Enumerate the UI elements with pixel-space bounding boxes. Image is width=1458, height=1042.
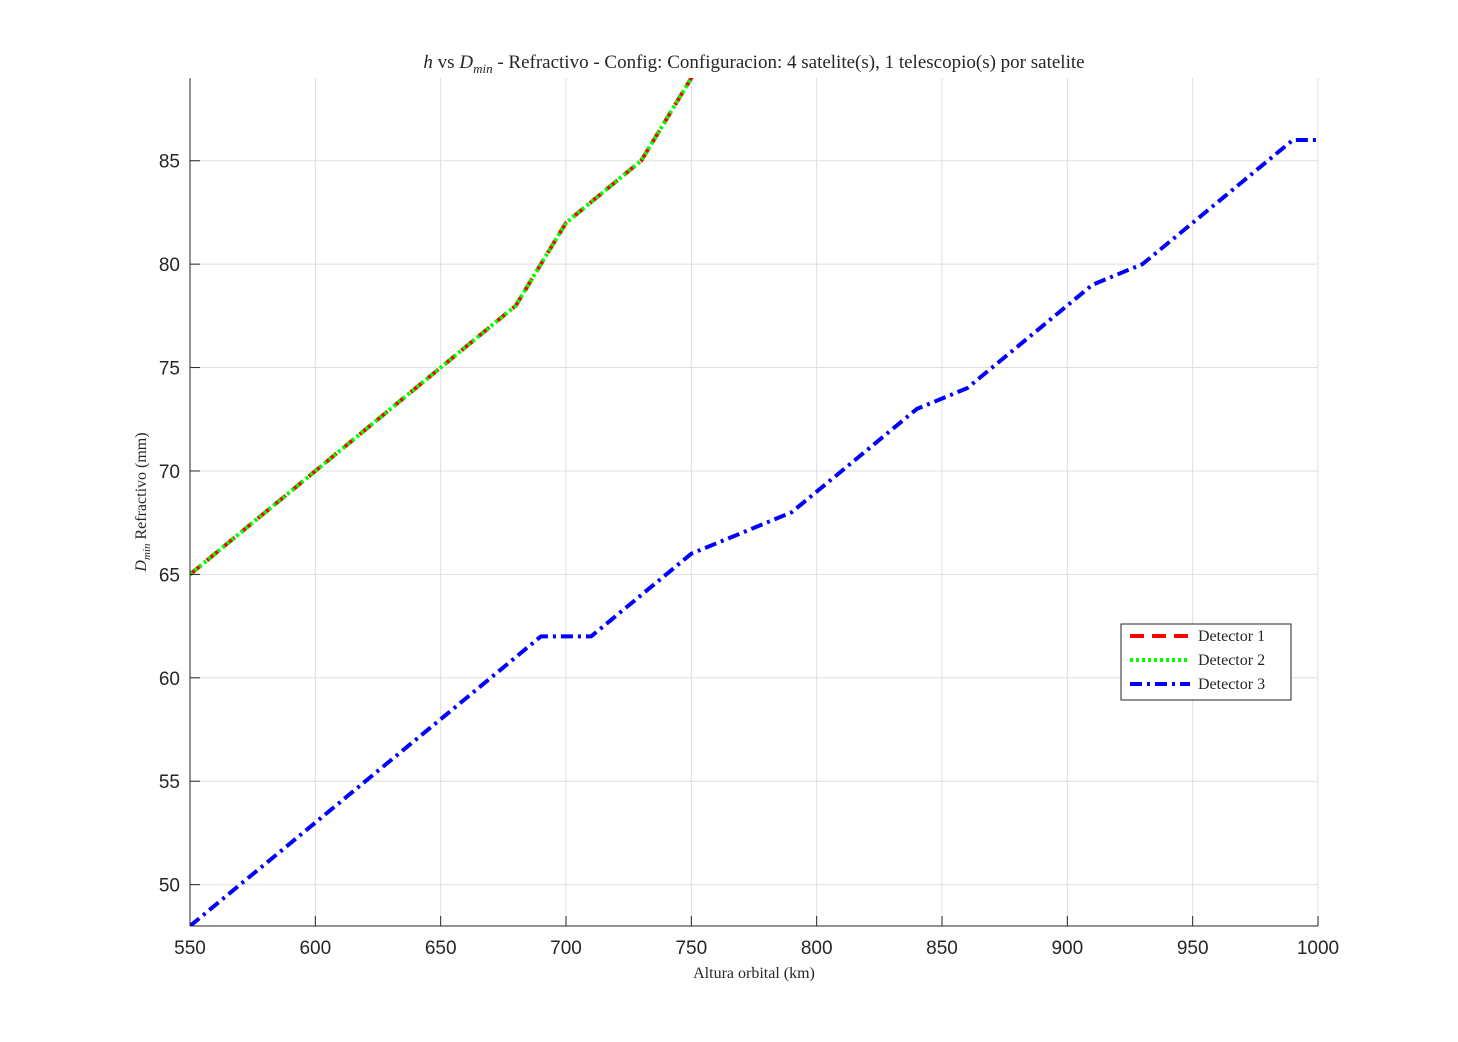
x-tick-label: 700	[550, 938, 582, 959]
x-tick-label: 1000	[1297, 938, 1339, 959]
x-tick-label: 550	[174, 938, 206, 959]
series-layer	[190, 78, 1318, 926]
ticks: 550 600 650 700 750 800 850 900 950 1000 50 55 60 65 7…	[159, 152, 1339, 959]
ylabel-rest: Refractivo (mm)	[133, 432, 150, 543]
y-tick-label: 80	[159, 255, 180, 276]
x-axis-label: Altura orbital (km)	[693, 965, 815, 982]
x-tick-label: 800	[801, 938, 833, 959]
legend-label: Detector 2	[1198, 652, 1265, 669]
y-axis-label: Dmin Refractivo (mm)	[133, 432, 153, 572]
x-tick-label: 650	[425, 938, 457, 959]
title-rest: - Refractivo - Config: Configuracion: 4 …	[493, 52, 1085, 73]
ylabel-d: D	[133, 560, 150, 573]
axes	[189, 78, 1318, 927]
y-tick-label: 70	[159, 462, 180, 483]
y-tick-label: 50	[159, 876, 180, 897]
y-tick-label: 65	[159, 565, 180, 586]
title-vs: vs	[433, 52, 459, 73]
x-tick-label: 750	[675, 938, 707, 959]
chart-title: h vs Dmin - Refractivo - Config: Configu…	[423, 52, 1084, 76]
x-tick-label: 600	[299, 938, 331, 959]
legend-label: Detector 3	[1198, 676, 1265, 693]
y-tick-label: 55	[159, 772, 180, 793]
x-tick-label: 900	[1051, 938, 1083, 959]
grid	[189, 78, 1319, 926]
ylabel-d-sub: min	[141, 543, 153, 560]
plot-area	[190, 78, 1318, 926]
y-tick-label: 60	[159, 669, 180, 690]
x-tick-label: 850	[926, 938, 958, 959]
legend-label: Detector 1	[1198, 628, 1265, 645]
title-d: D	[458, 52, 473, 73]
y-tick-label: 85	[159, 152, 180, 173]
x-tick-label: 950	[1177, 938, 1209, 959]
title-h: h	[423, 52, 433, 73]
legend: Detector 1 Detector 2 Detector 3	[1120, 623, 1292, 701]
y-tick-label: 75	[159, 359, 180, 380]
series-line-detector-2	[190, 78, 694, 576]
title-d-sub: min	[473, 61, 493, 76]
